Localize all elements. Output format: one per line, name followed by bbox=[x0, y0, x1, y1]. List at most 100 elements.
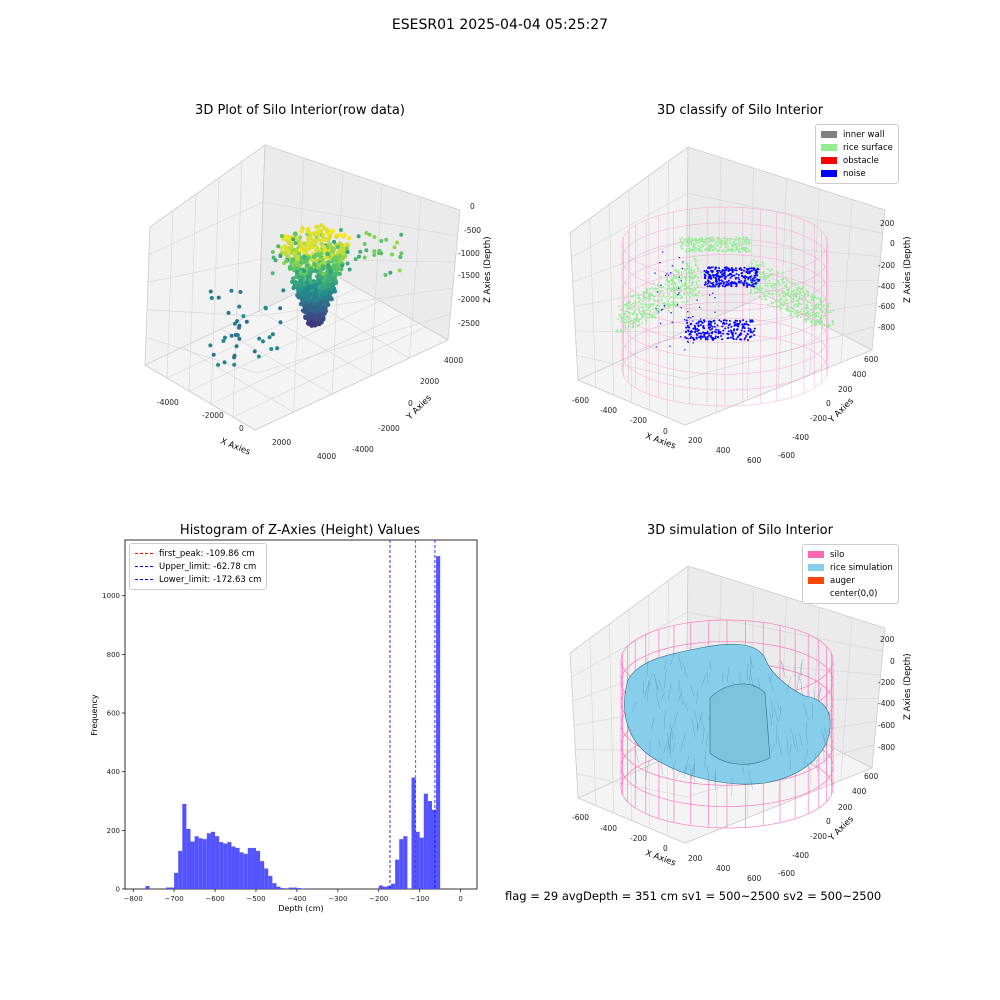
rice-surface-point bbox=[653, 298, 656, 301]
noise-point bbox=[671, 265, 674, 267]
y-tick: 200 bbox=[838, 385, 853, 394]
x-tick-label: −700 bbox=[164, 895, 183, 903]
noise-point bbox=[729, 336, 732, 339]
data-point bbox=[344, 246, 349, 251]
histogram-bar bbox=[431, 809, 437, 889]
data-point bbox=[342, 254, 348, 259]
grid-line bbox=[262, 201, 458, 237]
rice-surface-point bbox=[719, 246, 722, 248]
rice-surface-point bbox=[767, 275, 770, 278]
surface-mesh-line bbox=[714, 774, 716, 791]
rice-surface-point bbox=[710, 240, 713, 243]
rice-surface-point bbox=[622, 313, 625, 316]
rice-surface-point bbox=[710, 246, 713, 249]
noise-point bbox=[734, 319, 737, 322]
noise-point bbox=[727, 269, 730, 272]
rice-surface-point bbox=[668, 293, 671, 296]
rice-surface-point bbox=[749, 291, 752, 294]
rice-surface-point bbox=[697, 279, 700, 282]
noise-point bbox=[737, 335, 740, 338]
rice-surface-point bbox=[755, 280, 758, 283]
noise-point bbox=[716, 324, 719, 327]
rice-surface-point bbox=[747, 250, 749, 253]
rice-surface-point bbox=[642, 293, 645, 296]
rice-surface-point bbox=[717, 244, 719, 247]
noise-point bbox=[731, 267, 734, 270]
surface-mesh-line bbox=[655, 678, 659, 690]
x-tick: 400 bbox=[716, 446, 731, 455]
rice-surface-point bbox=[696, 276, 699, 279]
surface-mesh-line bbox=[651, 717, 655, 729]
data-point bbox=[237, 304, 242, 309]
rice-surface-point bbox=[739, 240, 742, 243]
noise-point bbox=[721, 338, 724, 341]
rice-surface-point bbox=[674, 301, 676, 303]
data-point bbox=[305, 310, 310, 315]
rice-surface-point bbox=[758, 285, 761, 288]
rice-surface-point bbox=[715, 242, 718, 245]
noise-point bbox=[730, 325, 733, 328]
rice-surface-point bbox=[772, 301, 775, 304]
data-point bbox=[364, 231, 369, 236]
rice-surface-point bbox=[671, 301, 674, 304]
data-point bbox=[389, 252, 394, 257]
rice-surface-point bbox=[761, 297, 763, 300]
data-point bbox=[341, 234, 346, 239]
rice-surface-point bbox=[718, 240, 721, 243]
surface-mesh-line bbox=[669, 743, 671, 759]
noise-point bbox=[693, 331, 696, 334]
data-point bbox=[327, 291, 333, 296]
data-point bbox=[345, 261, 350, 266]
rice-surface-point bbox=[816, 319, 818, 321]
rice-surface-point bbox=[761, 287, 764, 290]
histogram-bar bbox=[194, 836, 199, 889]
rice-surface-point bbox=[755, 261, 758, 263]
rice-surface-point bbox=[642, 300, 645, 302]
x-tick: -600 bbox=[572, 813, 589, 822]
noise-point bbox=[715, 283, 718, 286]
data-point bbox=[317, 290, 322, 295]
rice-surface-point bbox=[684, 269, 686, 272]
data-point bbox=[284, 259, 289, 264]
data-point bbox=[326, 259, 331, 265]
noise-point bbox=[695, 336, 698, 339]
rice-surface-point bbox=[635, 314, 638, 317]
noise-point bbox=[692, 342, 694, 344]
noise-point bbox=[670, 312, 672, 314]
rice-surface-point bbox=[785, 309, 788, 312]
rice-surface-point bbox=[811, 314, 814, 316]
noise-point bbox=[685, 326, 688, 329]
noise-point bbox=[663, 305, 666, 307]
rice-surface-point bbox=[647, 309, 650, 312]
data-point bbox=[317, 320, 322, 326]
data-point bbox=[347, 267, 352, 272]
surface-mesh-line bbox=[786, 736, 789, 753]
rice-surface-point bbox=[678, 280, 681, 283]
surface-mesh-line bbox=[696, 689, 699, 705]
rice-surface-point bbox=[651, 293, 653, 296]
surface-mesh-line bbox=[646, 657, 649, 677]
rice-surface-point bbox=[821, 311, 824, 314]
rice-surface-point bbox=[787, 294, 790, 297]
rice-surface-point bbox=[735, 248, 738, 251]
data-point bbox=[304, 263, 310, 268]
rice-surface-point bbox=[770, 285, 773, 288]
legend-item: rice simulation bbox=[808, 561, 893, 574]
rice-surface-point bbox=[768, 292, 770, 295]
rice-surface-point bbox=[814, 305, 817, 308]
rice-surface-point bbox=[707, 237, 710, 240]
rice-surface-point bbox=[772, 277, 775, 280]
noise-point bbox=[738, 267, 741, 270]
noise-point bbox=[755, 273, 758, 276]
rice-surface-point bbox=[643, 296, 646, 298]
rice-surface-point bbox=[620, 320, 623, 323]
grid-line bbox=[685, 326, 875, 379]
surface-mesh-line bbox=[660, 691, 665, 702]
rice-surface-point bbox=[659, 308, 661, 311]
rice-surface-point bbox=[670, 283, 673, 286]
noise-point bbox=[747, 327, 750, 330]
noise-point bbox=[730, 284, 733, 287]
data-point bbox=[216, 295, 221, 300]
noise-point bbox=[720, 270, 723, 273]
noise-point bbox=[704, 283, 707, 286]
